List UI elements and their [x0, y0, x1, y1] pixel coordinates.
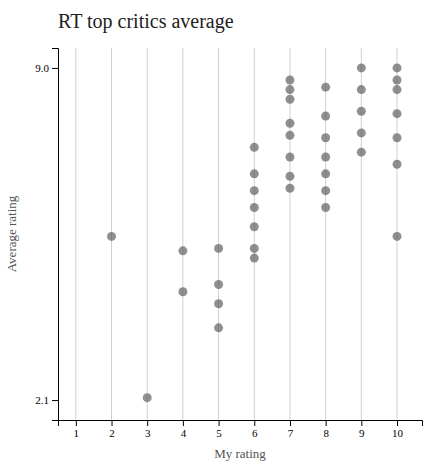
point [357, 148, 366, 157]
grid-line [361, 48, 362, 420]
tick-mark [52, 400, 58, 401]
tick-label: 2 [109, 427, 115, 439]
tick: 4 [181, 420, 187, 439]
tick-mark [326, 420, 327, 426]
tick: 9.0 [35, 62, 58, 74]
point [250, 244, 259, 253]
tick-label: 6 [252, 427, 258, 439]
point [285, 172, 294, 181]
point [285, 95, 294, 104]
tick-label: 10 [392, 427, 404, 439]
tick-label: 3 [145, 427, 151, 439]
tick: 5 [216, 420, 222, 439]
grid-line [147, 48, 148, 420]
tick: 6 [252, 420, 258, 439]
tick-mark [76, 420, 77, 426]
tick-label: 4 [181, 427, 187, 439]
axis-line [59, 421, 423, 427]
point [285, 131, 294, 140]
point [143, 393, 152, 402]
x-axis-label: My rating [214, 446, 266, 461]
point [357, 128, 366, 137]
tick-label: 2.1 [35, 394, 49, 406]
tick-label: 1 [74, 427, 80, 439]
tick: 2.1 [35, 394, 58, 406]
point [321, 133, 330, 142]
axis-line [52, 49, 59, 421]
point [285, 152, 294, 161]
points [107, 63, 401, 402]
grid-line [254, 48, 255, 420]
tick-mark [397, 420, 398, 426]
point [285, 184, 294, 193]
point [250, 143, 259, 152]
tick-mark [254, 420, 255, 426]
point [285, 119, 294, 128]
tick: 7 [288, 420, 294, 439]
tick: 9 [359, 420, 365, 439]
point [250, 169, 259, 178]
point [321, 203, 330, 212]
tick-mark [52, 68, 58, 69]
tick-label: 5 [216, 427, 222, 439]
tick-mark [361, 420, 362, 426]
point [357, 107, 366, 116]
point [357, 63, 366, 72]
grid [76, 48, 397, 420]
point [393, 85, 402, 94]
point [393, 160, 402, 169]
y-axis: 2.1 9.0 [35, 49, 58, 421]
tick-label: 9.0 [35, 62, 49, 74]
point [321, 83, 330, 92]
grid-line [289, 48, 290, 420]
tick-label: 7 [288, 427, 294, 439]
tick-mark [219, 420, 220, 426]
grid-line [75, 48, 76, 420]
tick-mark [147, 420, 148, 426]
x-axis: 1 2 3 4 5 6 7 8 9 10 [59, 420, 423, 439]
tick-label: 9 [359, 427, 365, 439]
point [250, 186, 259, 195]
point [393, 232, 402, 241]
point [321, 186, 330, 195]
tick-mark [183, 420, 184, 426]
tick: 1 [74, 420, 80, 439]
chart: 1 2 3 4 5 6 7 8 9 10 2.1 9.0 RT top critics average M… [0, 0, 440, 472]
tick-label: 8 [323, 427, 329, 439]
point [393, 133, 402, 142]
point [285, 75, 294, 84]
point [321, 152, 330, 161]
point [214, 244, 223, 253]
title: RT top critics average [58, 10, 234, 33]
point [214, 280, 223, 289]
tick: 8 [323, 420, 329, 439]
plot: 1 2 3 4 5 6 7 8 9 10 2.1 9.0 [35, 48, 422, 439]
tick: 10 [392, 420, 404, 439]
grid-line [325, 48, 326, 420]
point [393, 109, 402, 118]
grid-line [182, 48, 183, 420]
point [250, 254, 259, 263]
point [178, 246, 187, 255]
tick: 2 [109, 420, 115, 439]
point [357, 85, 366, 94]
point [285, 85, 294, 94]
point [214, 323, 223, 332]
point [393, 63, 402, 72]
point [107, 232, 116, 241]
point [393, 75, 402, 84]
tick-mark [112, 420, 113, 426]
point [250, 203, 259, 212]
point [178, 287, 187, 296]
point [250, 222, 259, 231]
grid-line [218, 48, 219, 420]
point [321, 112, 330, 121]
tick-mark [290, 420, 291, 426]
tick: 3 [145, 420, 151, 439]
point [214, 299, 223, 308]
y-axis-label: Average rating [4, 195, 19, 272]
point [321, 169, 330, 178]
